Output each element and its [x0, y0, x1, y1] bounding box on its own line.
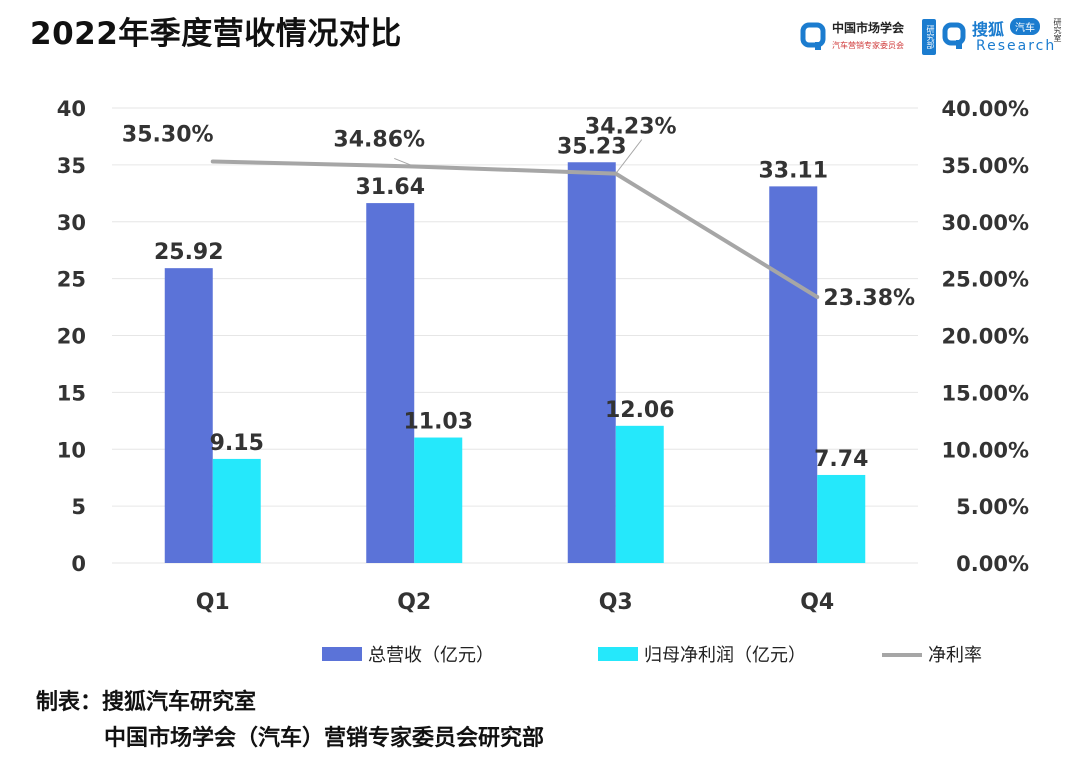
profit-data-label: 11.03 — [403, 410, 473, 435]
left-tick-label: 0 — [71, 552, 86, 576]
legend-label: 净利率 — [928, 645, 982, 666]
legend-label: 总营收（亿元） — [368, 645, 494, 666]
revenue-data-label: 33.11 — [758, 158, 828, 183]
profit-bar — [212, 458, 261, 563]
left-tick-label: 25 — [57, 268, 86, 292]
logo-brand-sub: Research — [976, 38, 1057, 54]
category-label: Q4 — [800, 590, 834, 615]
revenue-data-label: 35.23 — [557, 134, 627, 159]
right-tick-label: 0.00% — [956, 552, 1029, 576]
right-tick-label: 10.00% — [942, 438, 1029, 462]
bars — [164, 162, 866, 564]
profit-data-label: 7.74 — [814, 447, 868, 472]
left-axis: 0 5 10 15 20 25 30 35 40 — [57, 97, 86, 576]
left-tick-label: 20 — [57, 325, 86, 349]
legend-swatch — [598, 647, 638, 661]
margin-point — [210, 159, 215, 164]
org-logo-icon — [800, 22, 826, 50]
margin-point — [815, 295, 820, 300]
chart: 0 5 10 15 20 25 30 35 40 0.00% 5.00% 10.00% 15.00% 2… — [57, 97, 1029, 666]
left-tick-label: 40 — [57, 97, 86, 121]
revenue-data-label: 31.64 — [355, 175, 425, 200]
logo-org-badge: 研究部 — [922, 19, 936, 55]
left-tick-label: 10 — [57, 438, 86, 462]
page-title: 2022年季度营收情况对比 — [30, 16, 402, 52]
revenue-bar — [164, 268, 213, 563]
right-tick-label: 40.00% — [942, 97, 1029, 121]
left-tick-label: 15 — [57, 381, 86, 405]
left-tick-label: 30 — [57, 211, 86, 235]
legend-swatch — [322, 647, 362, 661]
right-tick-label: 35.00% — [942, 154, 1029, 178]
left-tick-label: 35 — [57, 154, 86, 178]
credit-line-2: 中国市场学会（汽车）营销专家委员会研究部 — [104, 726, 545, 751]
right-tick-label: 15.00% — [942, 381, 1029, 405]
credit-line-1: 制表：搜狐汽车研究室 — [36, 690, 257, 715]
revenue-bar — [366, 203, 415, 563]
logo-org-name: 中国市场学会 — [832, 21, 905, 35]
right-tick-label: 20.00% — [942, 325, 1029, 349]
profit-bar — [817, 474, 866, 563]
right-tick-label: 5.00% — [956, 495, 1029, 519]
category-label: Q2 — [397, 590, 431, 615]
margin-leader-line — [615, 139, 643, 174]
margin-leader-line — [394, 158, 415, 167]
logo-brand-name: 搜狐 — [972, 20, 1005, 39]
legend-label: 归母净利润（亿元） — [644, 645, 806, 666]
category-label: Q3 — [599, 590, 633, 615]
margin-data-label: 23.38% — [823, 286, 915, 311]
profit-bar — [414, 437, 463, 563]
data-labels: 25.92 9.15 31.64 11.03 35.23 12.06 33.11 7.74 35… — [122, 115, 915, 472]
logo: 中国市场学会 汽车营销专家委员会 研究部 搜狐 汽车 Research 研究室 — [800, 16, 1068, 60]
right-axis: 0.00% 5.00% 10.00% 15.00% 20.00% 25.00% 30.00%… — [942, 97, 1029, 576]
logo-org-sub: 汽车营销专家委员会 — [832, 41, 904, 50]
margin-data-label: 34.86% — [333, 127, 425, 152]
margin-series-line — [212, 159, 819, 299]
profit-data-label: 9.15 — [210, 431, 264, 456]
revenue-bar — [769, 186, 818, 563]
category-labels: Q1 Q2 Q3 Q4 — [196, 590, 835, 615]
margin-data-label: 34.23% — [585, 115, 677, 140]
margin-data-label: 35.30% — [122, 122, 214, 147]
right-tick-label: 25.00% — [942, 268, 1029, 292]
profit-bar — [615, 425, 664, 563]
category-label: Q1 — [196, 590, 230, 615]
logo-brand-tag: 汽车 — [1010, 18, 1040, 35]
left-tick-label: 5 — [71, 495, 86, 519]
revenue-data-label: 25.92 — [154, 240, 224, 265]
revenue-bar — [567, 162, 616, 564]
legend: 总营收（亿元） 归母净利润（亿元） 净利率 — [322, 645, 982, 666]
margin-line — [210, 139, 820, 300]
sohu-logo-icon — [942, 22, 966, 49]
profit-data-label: 12.06 — [605, 398, 675, 423]
right-tick-label: 30.00% — [942, 211, 1029, 235]
logo-brand-side: 研究室 — [1053, 18, 1062, 42]
